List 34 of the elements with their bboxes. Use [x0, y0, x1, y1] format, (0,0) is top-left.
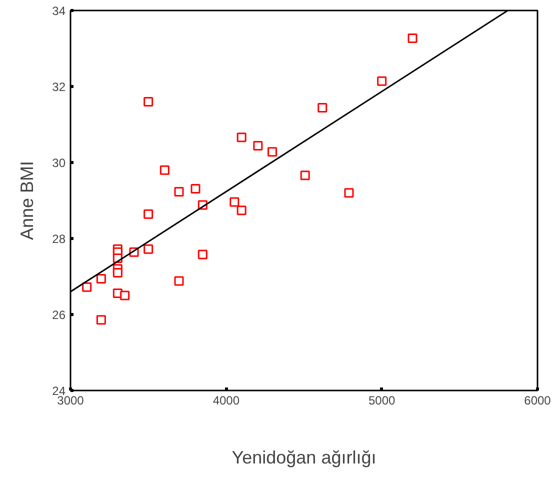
point — [174, 276, 184, 286]
point — [198, 250, 208, 260]
point — [120, 290, 130, 300]
point — [112, 268, 122, 278]
point — [82, 282, 92, 292]
point — [408, 33, 418, 43]
y-tick-label: 30 — [52, 156, 66, 170]
point — [174, 187, 184, 197]
point — [144, 209, 154, 219]
point — [236, 132, 246, 142]
x-tick-label: 4000 — [212, 394, 240, 408]
point — [318, 103, 328, 113]
y-tick-label: 34 — [52, 4, 66, 18]
point — [236, 206, 246, 216]
point — [377, 76, 387, 86]
x-axis-title: Yenidoğan ağırlığı — [232, 448, 376, 468]
point — [160, 165, 170, 175]
point — [144, 96, 154, 106]
point — [344, 188, 354, 198]
point — [267, 147, 277, 157]
x-tick-label: 3000 — [57, 394, 84, 408]
x-tick-label: 5000 — [368, 394, 396, 408]
point — [253, 141, 263, 151]
point — [190, 184, 200, 194]
point — [144, 244, 154, 254]
y-tick-label: 32 — [52, 80, 66, 94]
point — [300, 170, 310, 180]
point — [230, 197, 240, 207]
point — [96, 274, 106, 284]
y-tick-label: 26 — [52, 308, 66, 322]
x-tick-label: 6000 — [524, 394, 552, 408]
y-axis-title: Anne BMI — [17, 160, 38, 240]
y-tick-label: 28 — [52, 232, 66, 246]
point — [96, 315, 106, 325]
